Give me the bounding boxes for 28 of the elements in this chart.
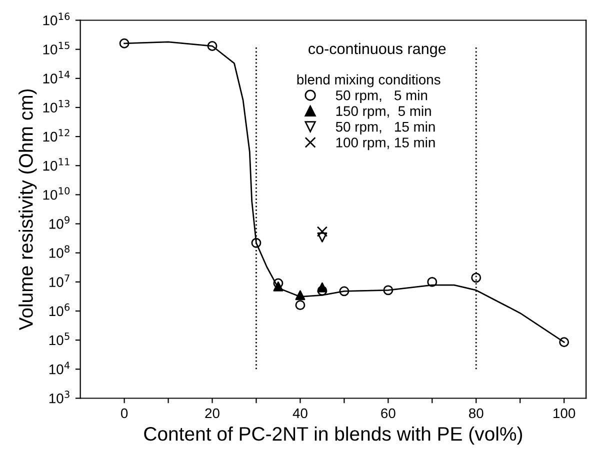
y-tick-label: 10$^{12}$ (43, 128, 70, 142)
y-tick-label: 10$^{8}$ (49, 245, 70, 258)
y-tick-label: 10$^{13}$ (43, 100, 70, 113)
y-tick-label: 10$^{4}$ (49, 362, 70, 374)
y-tick-label: 10$^{15}$ (43, 42, 70, 54)
legend-label: 150 rpm, 5 min (336, 106, 431, 119)
legend-label: 100 rpm, 15 min (336, 137, 435, 150)
y-tick-label: 10$^{6}$ (49, 303, 70, 316)
y-tick-label: 10$^{5}$ (49, 332, 70, 346)
y-tick-label: 10$^{14}$ (43, 70, 70, 84)
legend-title: blend mixing conditions (297, 74, 440, 88)
y-tick-label: 10$^{10}$ (43, 187, 70, 200)
y-axis-title: Volume resistivity (Ohm cm) (18, 89, 37, 330)
x-tick-label: 20 (205, 408, 220, 418)
y-tick-label: 10$^{3}$ (49, 390, 70, 404)
x-axis-title: Content of PC-2NT in blends with PE (vol%) (144, 426, 522, 445)
legend-label: 50 rpm, 5 min (336, 90, 428, 103)
y-tick-label: 10$^{16}$ (43, 12, 70, 26)
y-tick-label: 10$^{11}$ (43, 158, 70, 171)
x-tick-label: 80 (469, 408, 484, 418)
x-tick-label: 40 (292, 408, 308, 418)
annotation: co-continuous range (308, 42, 446, 58)
x-tick-label: 60 (381, 408, 396, 418)
y-tick-label: 10$^{9}$ (49, 216, 70, 229)
y-tick-label: 10$^{7}$ (49, 274, 70, 288)
x-tick-label: 0 (120, 408, 128, 418)
x-tick-label: 100 (554, 408, 576, 418)
legend-label: 50 rpm, 15 min (336, 122, 435, 134)
